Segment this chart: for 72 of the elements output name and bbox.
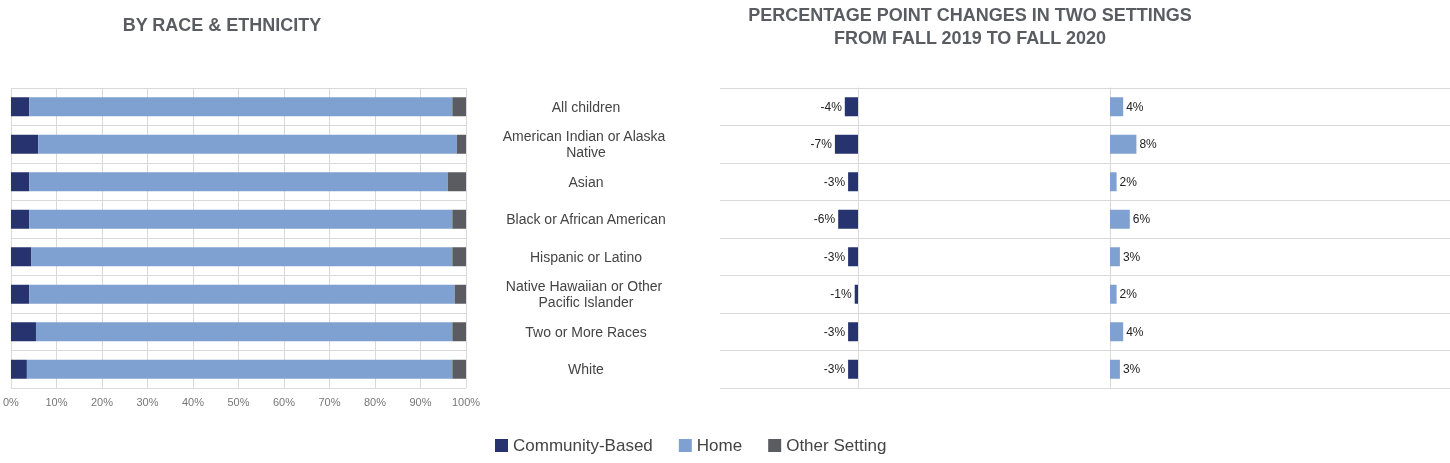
bar (10, 359, 27, 379)
data-label: 6% (1132, 212, 1151, 227)
legend-label: Community-Based (513, 436, 653, 455)
data-label: -6% (813, 212, 836, 227)
bar (447, 172, 466, 192)
bar (10, 172, 30, 192)
x-tick-label: 50% (227, 395, 250, 408)
bar (38, 134, 457, 154)
y-tick-label: All children (551, 98, 621, 115)
bar (452, 247, 466, 267)
y-tick-label: Hispanic or Latino (529, 248, 643, 265)
bar (31, 247, 453, 267)
bar (452, 359, 466, 379)
bar (1110, 322, 1124, 342)
y-tick-label: Asian (568, 173, 604, 190)
data-label: -3% (823, 362, 846, 377)
x-tick-label: 100% (451, 395, 481, 408)
data-label: 8% (1139, 137, 1158, 152)
data-label: 4% (1126, 99, 1144, 114)
data-label: -7% (810, 137, 833, 152)
y-tick-label: American Indian or Alaska Native (502, 128, 670, 161)
y-tick-label: Black or African American (506, 211, 666, 228)
bar (1110, 247, 1120, 267)
bar (35, 322, 453, 342)
bar (10, 247, 32, 267)
bar (29, 284, 455, 304)
x-tick-label: 90% (409, 395, 432, 408)
bar (1110, 284, 1117, 304)
bar (456, 134, 466, 154)
y-tick-label: Two or More Races (525, 323, 647, 340)
x-tick-label: 70% (318, 395, 341, 408)
x-tick-label: 80% (363, 395, 387, 408)
data-label: 2% (1119, 174, 1138, 189)
bar (10, 322, 36, 342)
bar (26, 359, 453, 379)
bar (452, 97, 466, 117)
bar (29, 97, 453, 117)
chart-title: BY RACE & ETHNICITY (121, 14, 323, 37)
x-tick-label: 60% (272, 395, 296, 408)
x-tick-label: 40% (181, 395, 205, 408)
bar (1110, 172, 1117, 192)
x-tick-label: 0% (3, 395, 20, 408)
x-tick-label: 30% (136, 395, 159, 408)
bar (452, 322, 466, 342)
data-label: -1% (830, 287, 853, 302)
data-label: -3% (823, 324, 846, 339)
bar (1110, 97, 1124, 117)
x-tick-label: 10% (45, 395, 68, 408)
bar (10, 209, 30, 229)
bar (1110, 209, 1130, 229)
legend-label: Home (696, 436, 743, 455)
bar (452, 209, 466, 229)
bar (10, 134, 39, 154)
data-label: 3% (1122, 249, 1141, 264)
x-tick-label: 20% (90, 395, 114, 408)
y-tick-label: White (568, 361, 605, 378)
text: PERCENTAGE POINT CHANGES IN TWO SETTINGS FROM FALL 2019 TO FALL 2020 (747, 4, 1193, 50)
bar (29, 172, 448, 192)
data-label: 4% (1126, 324, 1144, 339)
data-label: 2% (1119, 287, 1138, 302)
bar (1110, 359, 1120, 379)
bar (1110, 134, 1137, 154)
data-label: -4% (820, 99, 843, 114)
data-label: 3% (1122, 362, 1141, 377)
y-tick-label: Native Hawaiian or Other Pacific Islander (505, 278, 667, 311)
bar (454, 284, 466, 304)
bar (29, 209, 453, 229)
legend-label: Other Setting (786, 436, 887, 455)
data-label: -3% (823, 249, 846, 264)
bar (10, 97, 30, 117)
bar (10, 284, 30, 304)
data-label: -3% (823, 174, 846, 189)
